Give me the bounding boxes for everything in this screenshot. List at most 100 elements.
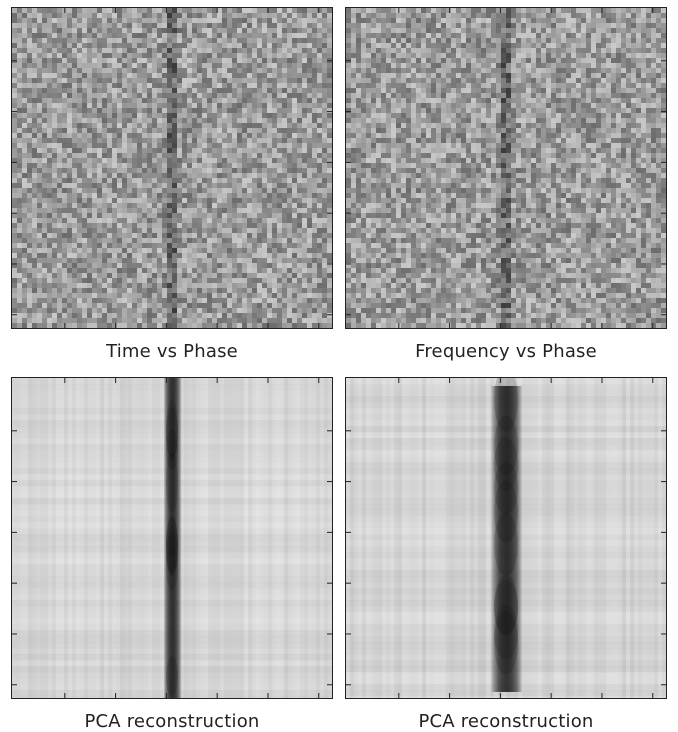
heatmap-cell bbox=[222, 108, 228, 114]
heatmap-cell bbox=[282, 208, 288, 214]
heatmap-cell bbox=[207, 293, 213, 299]
heatmap-cell bbox=[137, 293, 143, 299]
heatmap-cell bbox=[42, 248, 48, 254]
heatmap-cell bbox=[62, 123, 68, 129]
heatmap-cell bbox=[297, 128, 303, 134]
heatmap-cell bbox=[257, 293, 263, 299]
heatmap-cell bbox=[132, 283, 138, 289]
heatmap-cell bbox=[636, 53, 642, 59]
heatmap-cell bbox=[107, 303, 113, 309]
heatmap-cell bbox=[107, 238, 113, 244]
heatmap-cell bbox=[272, 293, 278, 299]
heatmap-cell bbox=[32, 128, 38, 134]
heatmap-cell bbox=[27, 138, 33, 144]
heatmap-cell bbox=[177, 43, 183, 49]
heatmap-cell bbox=[47, 223, 53, 229]
heatmap-cell bbox=[277, 253, 283, 259]
heatmap-cell bbox=[292, 143, 298, 149]
heatmap-cell bbox=[541, 53, 547, 59]
heatmap-cell bbox=[162, 118, 168, 124]
heatmap-cell bbox=[297, 188, 303, 194]
heatmap-cell bbox=[192, 23, 198, 29]
heatmap-cell bbox=[167, 58, 173, 64]
heatmap-cell bbox=[202, 168, 208, 174]
heatmap-cell bbox=[27, 143, 33, 149]
heatmap-cell bbox=[317, 293, 323, 299]
heatmap-cell bbox=[182, 38, 188, 44]
heatmap-cell bbox=[232, 263, 238, 269]
heatmap-cell bbox=[247, 8, 253, 14]
heatmap-cell bbox=[87, 168, 93, 174]
heatmap-cell bbox=[12, 163, 18, 169]
heatmap-cell bbox=[302, 248, 308, 254]
heatmap-cell bbox=[277, 283, 283, 289]
heatmap-cell bbox=[307, 308, 313, 314]
heatmap-cell bbox=[232, 108, 238, 114]
heatmap-cell bbox=[227, 253, 233, 259]
heatmap-cell bbox=[137, 278, 143, 284]
heatmap-cell bbox=[172, 98, 178, 104]
heatmap-cell bbox=[297, 293, 303, 299]
heatmap-cell bbox=[47, 213, 53, 219]
heatmap-cell bbox=[346, 23, 352, 29]
heatmap-cell bbox=[42, 218, 48, 224]
heatmap-cell bbox=[471, 58, 477, 64]
heatmap-cell bbox=[67, 268, 73, 274]
heatmap-cell bbox=[17, 18, 23, 24]
heatmap-cell bbox=[307, 278, 313, 284]
heatmap-cell bbox=[361, 68, 367, 74]
heatmap-cell bbox=[37, 13, 43, 19]
heatmap-cell bbox=[252, 58, 258, 64]
heatmap-cell bbox=[177, 118, 183, 124]
heatmap-cell bbox=[187, 48, 193, 54]
heatmap-cell bbox=[351, 73, 357, 79]
heatmap-cell bbox=[252, 228, 258, 234]
heatmap-cell bbox=[322, 158, 328, 164]
heatmap-cell bbox=[97, 68, 103, 74]
heatmap-cell bbox=[42, 193, 48, 199]
heatmap-cell bbox=[596, 48, 602, 54]
heatmap-cell bbox=[82, 98, 88, 104]
heatmap-cell bbox=[207, 278, 213, 284]
heatmap-cell bbox=[217, 128, 223, 134]
heatmap-cell bbox=[317, 23, 323, 29]
heatmap-cell bbox=[227, 18, 233, 24]
heatmap-cell bbox=[192, 248, 198, 254]
heatmap-cell bbox=[631, 43, 637, 49]
heatmap-cell bbox=[202, 163, 208, 169]
heatmap-cell bbox=[317, 243, 323, 249]
heatmap-cell bbox=[132, 263, 138, 269]
heatmap-cell bbox=[282, 158, 288, 164]
heatmap-cell bbox=[227, 268, 233, 274]
heatmap-cell bbox=[42, 253, 48, 259]
heatmap-cell bbox=[137, 78, 143, 84]
heatmap-cell bbox=[312, 243, 318, 249]
heatmap-cell bbox=[247, 253, 253, 259]
heatmap-cell bbox=[67, 33, 73, 39]
heatmap-cell bbox=[227, 68, 233, 74]
heatmap-cell bbox=[82, 273, 88, 279]
heatmap-cell bbox=[172, 238, 178, 244]
heatmap-cell bbox=[107, 48, 113, 54]
heatmap-cell bbox=[197, 283, 203, 289]
heatmap-cell bbox=[471, 43, 477, 49]
heatmap-cell bbox=[556, 38, 562, 44]
heatmap-cell bbox=[62, 133, 68, 139]
heatmap-cell bbox=[327, 283, 332, 289]
heatmap-cell bbox=[227, 288, 233, 294]
heatmap-cell bbox=[456, 28, 462, 34]
heatmap-cell bbox=[97, 163, 103, 169]
heatmap-cell bbox=[596, 23, 602, 29]
heatmap-cell bbox=[172, 143, 178, 149]
heatmap-cell bbox=[217, 53, 223, 59]
heatmap-cell bbox=[12, 248, 18, 254]
heatmap-cell bbox=[27, 278, 33, 284]
heatmap-cell bbox=[531, 58, 537, 64]
heatmap-cell bbox=[312, 228, 318, 234]
heatmap-cell bbox=[257, 23, 263, 29]
heatmap-cell bbox=[17, 88, 23, 94]
heatmap-cell bbox=[77, 93, 83, 99]
heatmap-cell bbox=[327, 133, 332, 139]
heatmap-cell bbox=[202, 143, 208, 149]
heatmap-cell bbox=[491, 73, 497, 79]
